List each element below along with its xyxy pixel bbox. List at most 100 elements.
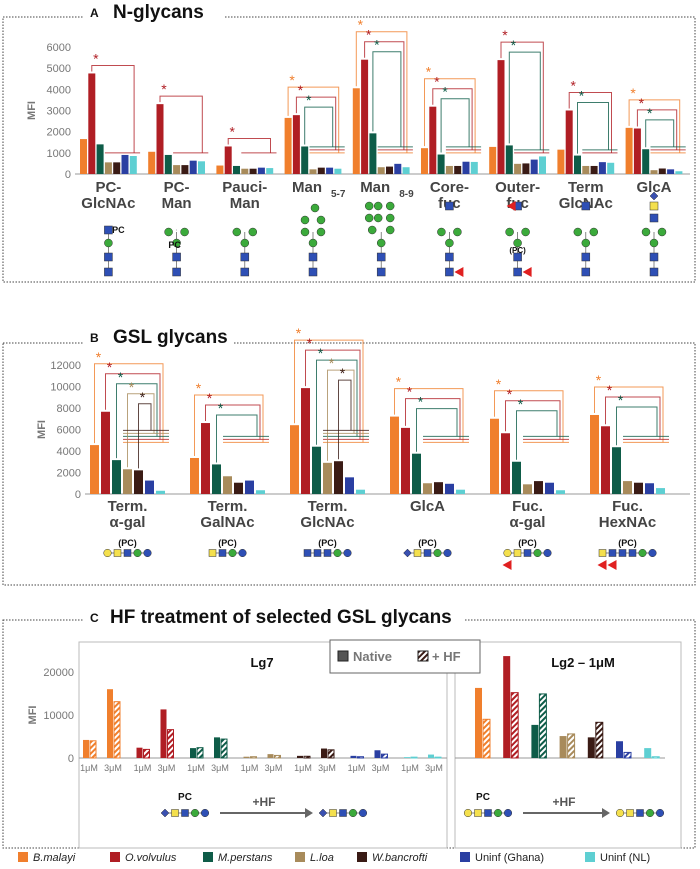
galnac-square-icon bbox=[171, 809, 179, 817]
bar-ovolvulus bbox=[101, 411, 110, 494]
bar-lloa bbox=[650, 170, 658, 174]
significance-bracket bbox=[305, 349, 361, 440]
bar-ovolvulus bbox=[633, 128, 641, 174]
glcnac-square-icon bbox=[484, 809, 492, 817]
panel-a-letter: A bbox=[90, 6, 99, 20]
mannose-circle-icon bbox=[248, 227, 258, 237]
significance-bracket bbox=[138, 403, 152, 469]
bar-native bbox=[428, 754, 434, 758]
significance-bracket bbox=[628, 99, 681, 153]
group-label: Term bbox=[568, 179, 604, 196]
significance-asterisk: * bbox=[639, 95, 645, 111]
bar-bmalayi bbox=[590, 414, 599, 494]
y-tick-label: 6000 bbox=[47, 42, 71, 54]
panel-b-title: GSL glycans bbox=[113, 327, 228, 348]
mannose-circle-icon bbox=[521, 227, 530, 237]
significance-bracket bbox=[505, 400, 561, 440]
panel-b-frame bbox=[2, 342, 696, 586]
dose-label: 1μM bbox=[187, 763, 205, 773]
bar-ovolvulus bbox=[401, 427, 410, 494]
significance-asterisk: * bbox=[318, 345, 324, 361]
bar-hf bbox=[143, 748, 150, 759]
glcnac-square-icon bbox=[303, 549, 312, 557]
mannose-circle-icon bbox=[180, 227, 189, 237]
bar-hf bbox=[250, 756, 257, 759]
galactose-circle-icon bbox=[503, 548, 512, 558]
significance-asterisk: * bbox=[306, 92, 312, 108]
glcnac-square-icon bbox=[240, 267, 250, 277]
significance-bracket bbox=[94, 363, 164, 444]
mannose-circle-icon bbox=[657, 227, 667, 237]
bar-uninfghana bbox=[462, 161, 470, 174]
legend-label: Uninf (Ghana) bbox=[475, 852, 544, 864]
bar-uninfghana bbox=[394, 163, 402, 174]
bar-native bbox=[559, 736, 567, 758]
legend-label: W.bancrofti bbox=[372, 852, 428, 864]
pc-label: (PC) bbox=[418, 538, 437, 548]
bar-uninfghana bbox=[189, 160, 197, 174]
significance-asterisk: * bbox=[118, 369, 124, 385]
significance-asterisk: * bbox=[366, 27, 372, 43]
significance-bracket bbox=[500, 41, 544, 153]
bar-lloa bbox=[241, 168, 249, 174]
bar-hf bbox=[567, 733, 576, 759]
significance-bracket bbox=[159, 95, 203, 153]
galnac-square-icon bbox=[474, 809, 482, 817]
mannose-circle-icon bbox=[104, 238, 113, 248]
group-label: PC- bbox=[95, 179, 121, 196]
dose-label: 3μM bbox=[158, 763, 176, 773]
glcnac-square-icon bbox=[123, 549, 132, 557]
bar-uninfghana bbox=[245, 480, 254, 494]
significance-asterisk: * bbox=[579, 88, 585, 104]
galnac-square-icon bbox=[329, 809, 337, 817]
bar-mperstans bbox=[612, 447, 621, 494]
bar-wbancrofti bbox=[234, 482, 243, 494]
bar-uninfghana bbox=[345, 477, 354, 494]
legend-swatch bbox=[460, 852, 470, 862]
bar-mperstans bbox=[96, 144, 104, 174]
bar-lloa bbox=[423, 483, 432, 494]
y-tick-label: 5000 bbox=[47, 63, 71, 75]
significance-bracket bbox=[636, 109, 678, 150]
pc-label: (PC) bbox=[618, 538, 637, 548]
bar-bmalayi bbox=[216, 165, 224, 174]
group-label: GlcA bbox=[410, 498, 445, 515]
dose-label: 3μM bbox=[265, 763, 283, 773]
bar-ovolvulus bbox=[501, 433, 510, 494]
mannose-circle-icon bbox=[649, 238, 659, 248]
panel-c-title: HF treatment of selected GSL glycans bbox=[110, 607, 452, 628]
pc-label: (PC) bbox=[218, 538, 237, 548]
significance-asterisk: * bbox=[518, 396, 524, 412]
bar-lloa bbox=[445, 165, 453, 174]
group-label-line2: GalNAc bbox=[200, 514, 254, 531]
bar-native bbox=[136, 747, 143, 758]
dose-label: 3μM bbox=[318, 763, 336, 773]
bar-mperstans bbox=[233, 165, 240, 174]
significance-bracket bbox=[494, 390, 564, 443]
significance-bracket bbox=[227, 137, 271, 153]
subplot-title-lg7: Lg7 bbox=[250, 655, 273, 670]
mannose-circle-icon bbox=[364, 201, 374, 211]
bar-ovolvulus bbox=[601, 426, 610, 494]
glcnac-square-icon bbox=[513, 267, 522, 277]
glcnac-square-icon bbox=[608, 549, 617, 557]
bar-uninfghana bbox=[645, 483, 654, 494]
dose-label: 1μM bbox=[294, 763, 312, 773]
pc-label: PC bbox=[476, 792, 490, 803]
significance-asterisk: * bbox=[107, 359, 113, 375]
mannose-circle-icon bbox=[240, 238, 250, 248]
mannose-circle-icon bbox=[493, 808, 503, 818]
pc-label: PC bbox=[168, 240, 181, 250]
bar-wbancrofti bbox=[590, 165, 598, 174]
significance-bracket bbox=[295, 96, 337, 150]
bar-ovolvulus bbox=[361, 59, 369, 175]
bar-wbancrofti bbox=[386, 166, 393, 174]
glcnac-square-icon bbox=[172, 252, 181, 262]
bar-mperstans bbox=[164, 154, 172, 174]
group-label: PC- bbox=[164, 179, 190, 196]
y-tick-label: 4000 bbox=[47, 84, 71, 96]
mannose-circle-icon bbox=[437, 227, 446, 237]
mannose-circle-icon bbox=[316, 227, 326, 237]
bar-native bbox=[503, 656, 511, 758]
significance-bracket bbox=[645, 119, 675, 148]
